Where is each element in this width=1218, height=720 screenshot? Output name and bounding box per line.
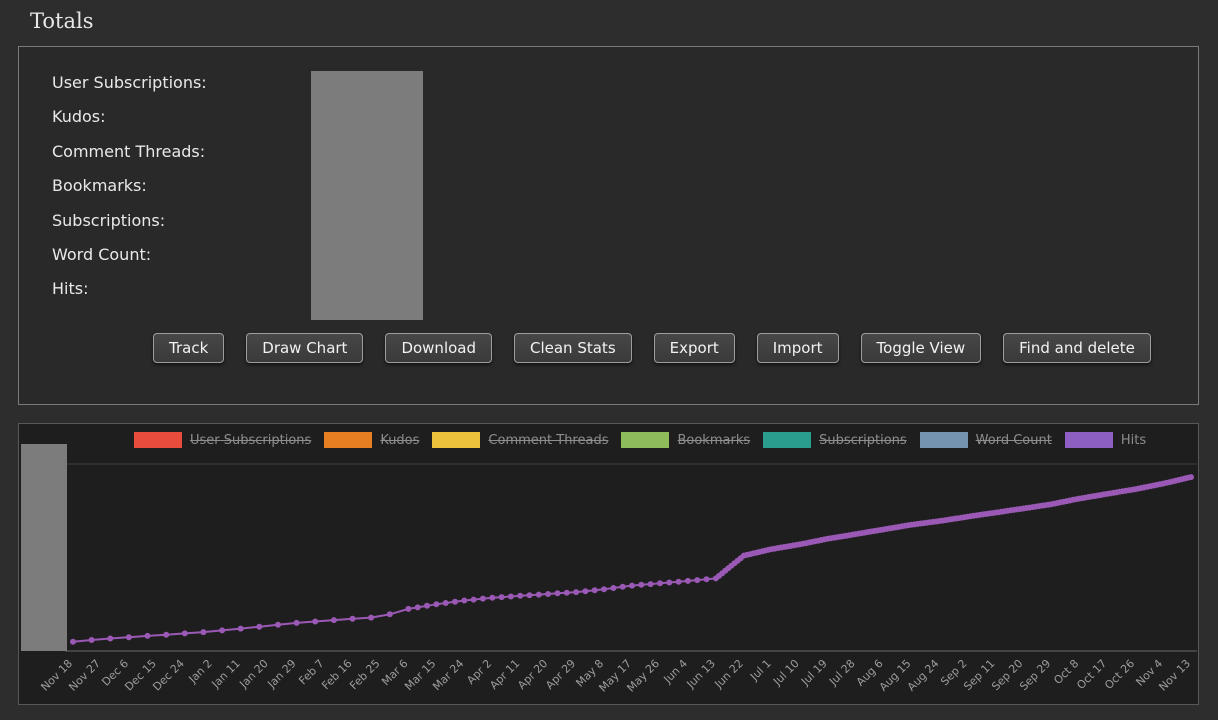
clean-stats-button[interactable]: Clean Stats — [514, 333, 632, 363]
stat-label-subscriptions: Subscriptions: — [52, 210, 166, 230]
svg-text:Aug 24: Aug 24 — [905, 657, 942, 694]
page-title: Totals — [30, 9, 94, 33]
stat-label-kudos: Kudos: — [52, 107, 106, 127]
svg-text:Apr 11: Apr 11 — [487, 657, 522, 692]
legend-item-hits[interactable]: Hits — [1064, 432, 1147, 448]
download-button[interactable]: Download — [385, 333, 492, 363]
toggle-view-button[interactable]: Toggle View — [860, 333, 982, 363]
svg-text:Oct 17: Oct 17 — [1074, 657, 1109, 692]
stat-label-word-count: Word Count: — [52, 244, 152, 264]
stat-labels: User Subscriptions: Kudos: Comment Threa… — [52, 71, 207, 312]
svg-text:Nov 27: Nov 27 — [66, 657, 103, 694]
stat-label-hits: Hits: — [52, 279, 89, 299]
track-button[interactable]: Track — [153, 333, 225, 363]
legend-item-kudos[interactable]: Kudos — [324, 432, 419, 448]
draw-chart-button[interactable]: Draw Chart — [246, 333, 364, 363]
svg-text:Dec 24: Dec 24 — [150, 657, 187, 694]
legend-item-bookmarks[interactable]: Bookmarks — [621, 432, 750, 448]
svg-text:Jul 19: Jul 19 — [798, 657, 830, 689]
svg-text:Jan 11: Jan 11 — [209, 657, 243, 691]
find-and-delete-button[interactable]: Find and delete — [1003, 333, 1151, 363]
legend-label: Kudos — [380, 432, 420, 448]
chart-legend: User Subscriptions Kudos Comment Threads… — [134, 432, 1146, 448]
legend-label: Subscriptions — [819, 432, 907, 448]
svg-text:Jan 20: Jan 20 — [237, 657, 271, 691]
legend-swatch-green — [621, 432, 670, 448]
legend-label: Word Count — [975, 432, 1052, 448]
legend-label: Hits — [1120, 432, 1147, 448]
legend-label: Comment Threads — [488, 432, 609, 448]
legend-item-user-subscriptions[interactable]: User Subscriptions — [134, 432, 311, 448]
redacted-values-overlay — [311, 71, 423, 320]
svg-text:Feb 16: Feb 16 — [319, 657, 354, 692]
totals-panel: User Subscriptions: Kudos: Comment Threa… — [18, 46, 1199, 405]
button-row: Track Draw Chart Download Clean Stats Ex… — [153, 333, 1151, 363]
redacted-y-axis-overlay — [21, 444, 67, 651]
svg-text:Feb 25: Feb 25 — [347, 657, 382, 692]
svg-text:Mar 24: Mar 24 — [430, 657, 466, 693]
legend-label: User Subscriptions — [190, 432, 312, 448]
svg-text:Apr 20: Apr 20 — [515, 657, 550, 692]
svg-text:Nov 13: Nov 13 — [1156, 657, 1193, 694]
svg-text:Oct 26: Oct 26 — [1102, 657, 1137, 692]
legend-swatch-red — [134, 432, 182, 448]
svg-text:Sep 29: Sep 29 — [1017, 657, 1053, 693]
legend-swatch-orange — [324, 432, 373, 448]
legend-swatch-purple — [1064, 432, 1113, 448]
legend-label: Bookmarks — [677, 432, 751, 448]
svg-text:Jun 22: Jun 22 — [711, 657, 745, 691]
import-button[interactable]: Import — [756, 333, 839, 363]
svg-text:Jun 13: Jun 13 — [684, 657, 718, 691]
svg-text:Jan 29: Jan 29 — [264, 657, 298, 691]
legend-item-word-count[interactable]: Word Count — [919, 432, 1052, 448]
legend-item-comment-threads[interactable]: Comment Threads — [432, 432, 608, 448]
svg-text:Apr 29: Apr 29 — [543, 657, 578, 692]
stat-label-comment-threads: Comment Threads: — [52, 141, 206, 161]
legend-swatch-teal — [763, 432, 812, 448]
svg-text:Jul 10: Jul 10 — [770, 657, 802, 689]
svg-text:Jul 28: Jul 28 — [826, 657, 858, 689]
legend-swatch-yellow — [432, 432, 481, 448]
legend-swatch-blue — [919, 432, 968, 448]
stat-label-user-subscriptions: User Subscriptions: — [52, 73, 207, 92]
legend-item-subscriptions[interactable]: Subscriptions — [763, 432, 907, 448]
export-button[interactable]: Export — [653, 333, 735, 363]
stat-label-bookmarks: Bookmarks: — [52, 176, 147, 196]
svg-text:Jul 1: Jul 1 — [747, 657, 774, 684]
chart-panel: Nov 18 Nov 27 Dec 6 Dec 15 Dec 24 Jan 2 Jan 11… — [18, 423, 1199, 705]
